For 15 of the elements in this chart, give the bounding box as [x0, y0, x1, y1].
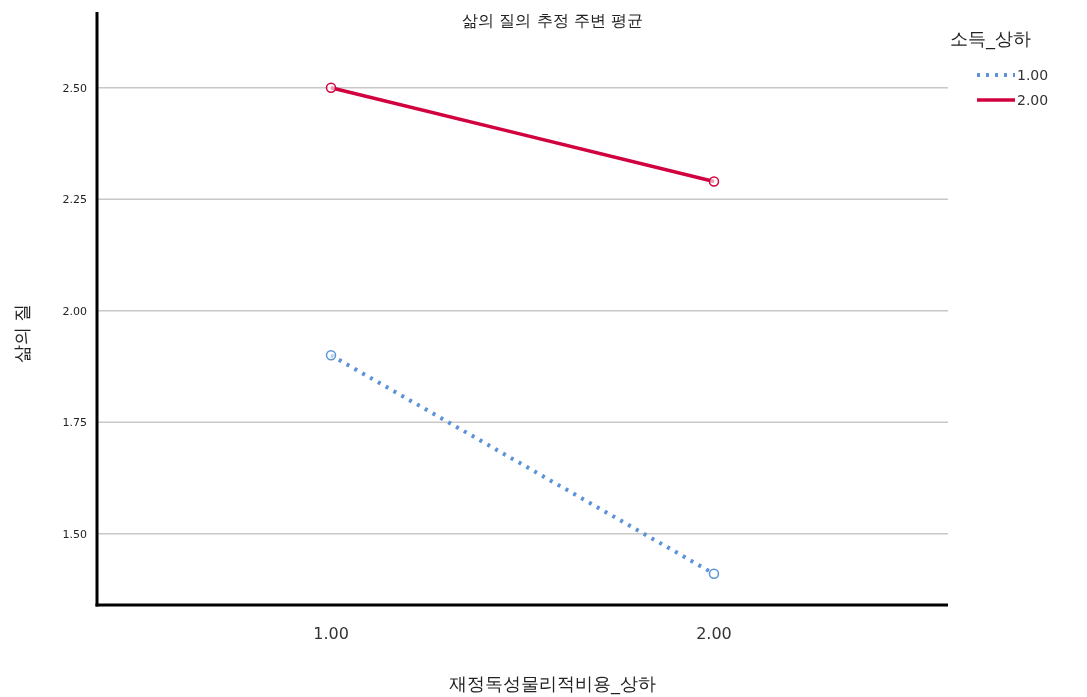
point [325, 82, 337, 94]
point [325, 350, 337, 361]
y-tick-label: 1.75 [62, 416, 87, 430]
legend-title: 소득_상하 [950, 28, 1031, 50]
y-tick-label: 2.50 [62, 81, 87, 95]
y-axis-title: 삶의 질 [11, 303, 32, 364]
legend-label: 1.00 [1017, 67, 1049, 83]
x-axis-title: 재정독성물리적비용_상하 [449, 673, 656, 695]
y-tick-label: 1.50 [62, 527, 87, 541]
point [708, 568, 720, 580]
legend-label: 2.00 [1017, 92, 1049, 108]
y-tick-label: 2.25 [62, 193, 87, 207]
chart-title: 삶의 질의 추정 주변 평균 [462, 11, 643, 30]
y-tick-label: 2.00 [62, 304, 87, 318]
point [708, 176, 720, 187]
